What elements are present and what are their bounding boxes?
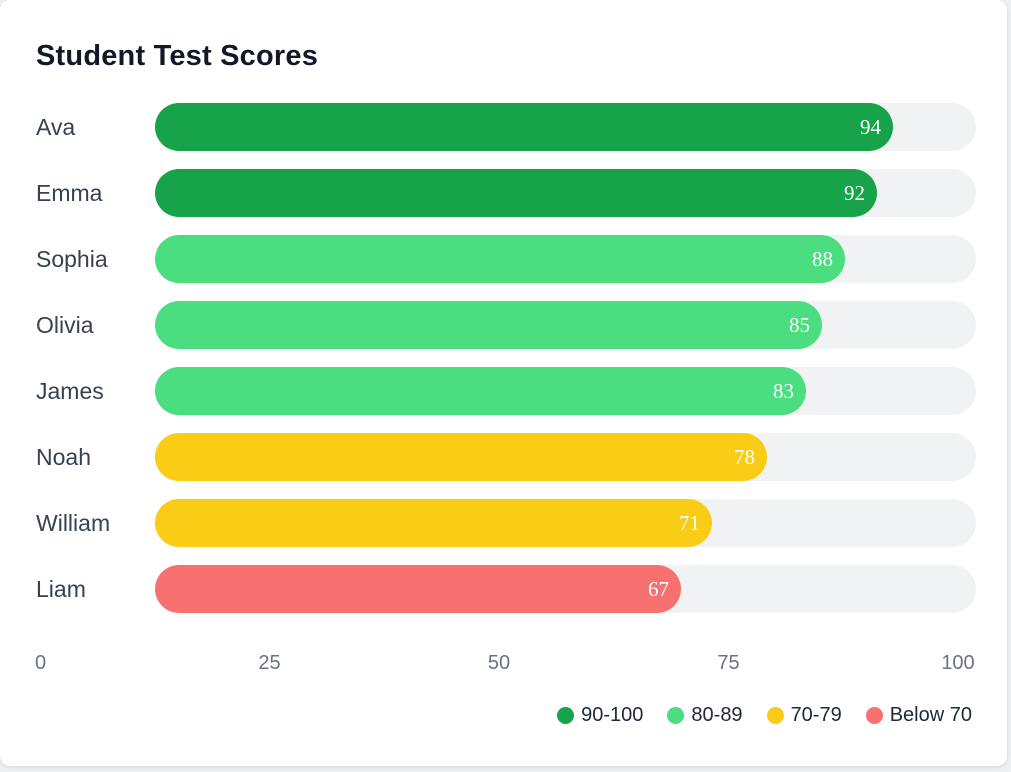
- category-label: Liam: [36, 576, 86, 602]
- bar-row: Noah 78: [0, 433, 1007, 481]
- bar-row: Liam 67: [0, 565, 1007, 613]
- bar-row: James 83: [0, 367, 1007, 415]
- legend-item: Below 70: [865, 704, 972, 727]
- x-tick-label: 25: [258, 652, 281, 674]
- legend-item: 80-89: [667, 704, 743, 727]
- chart-legend: 90-100 80-89 70-79 Below 70: [557, 704, 972, 727]
- bar-track: 71: [155, 499, 976, 547]
- x-tick-label: 100: [941, 652, 975, 674]
- category-label: Olivia: [36, 312, 94, 338]
- x-tick-label: 0: [35, 652, 47, 674]
- x-tick-label: 75: [717, 652, 740, 674]
- bar-row: Sophia 88: [0, 235, 1007, 283]
- category-label: James: [36, 378, 104, 404]
- bar-row: Ava 94: [0, 103, 1007, 151]
- x-tick-label: 50: [487, 652, 511, 674]
- bar-value-label: 92: [844, 181, 865, 205]
- chart-title: Student Test Scores: [36, 40, 319, 72]
- bar-track: 78: [155, 433, 976, 481]
- legend-swatch: [557, 707, 575, 724]
- bar-value-label: 67: [648, 577, 669, 601]
- bar-row: Olivia 85: [0, 301, 1007, 349]
- category-label: Noah: [36, 444, 91, 470]
- bar-track: 85: [155, 301, 976, 349]
- bar: 92: [155, 169, 877, 217]
- legend-label: 80-89: [691, 704, 743, 726]
- category-label: William: [36, 510, 111, 536]
- bar-value-label: 83: [773, 379, 794, 403]
- bar-value-label: 94: [860, 115, 881, 139]
- legend-label: 90-100: [581, 704, 644, 726]
- legend-swatch: [766, 707, 784, 724]
- bar-value-label: 88: [812, 247, 833, 271]
- legend-item: 70-79: [766, 704, 842, 727]
- legend-item: 90-100: [557, 704, 643, 727]
- bar: 94: [155, 103, 893, 151]
- bar: 85: [155, 301, 822, 349]
- bar-value-label: 78: [734, 445, 755, 469]
- legend-label: Below 70: [889, 704, 972, 726]
- bar-row: Emma 92: [0, 169, 1007, 217]
- bar-row: William 71: [0, 499, 1007, 547]
- bar-track: 94: [155, 103, 976, 151]
- bar-track: 92: [155, 169, 976, 217]
- legend-swatch: [667, 707, 685, 724]
- bar-track: 83: [155, 367, 976, 415]
- bar: 78: [155, 433, 767, 481]
- bar-track: 67: [155, 565, 976, 613]
- bar: 67: [155, 565, 681, 613]
- bar-track: 88: [155, 235, 976, 283]
- bar-value-label: 71: [679, 511, 700, 535]
- category-label: Emma: [36, 180, 103, 206]
- bar: 88: [155, 235, 845, 283]
- category-label: Sophia: [36, 246, 108, 272]
- bar: 83: [155, 367, 806, 415]
- legend-swatch: [865, 707, 883, 724]
- category-label: Ava: [36, 114, 76, 140]
- legend-label: 70-79: [790, 704, 842, 726]
- bar-value-label: 85: [789, 313, 810, 337]
- bar: 71: [155, 499, 712, 547]
